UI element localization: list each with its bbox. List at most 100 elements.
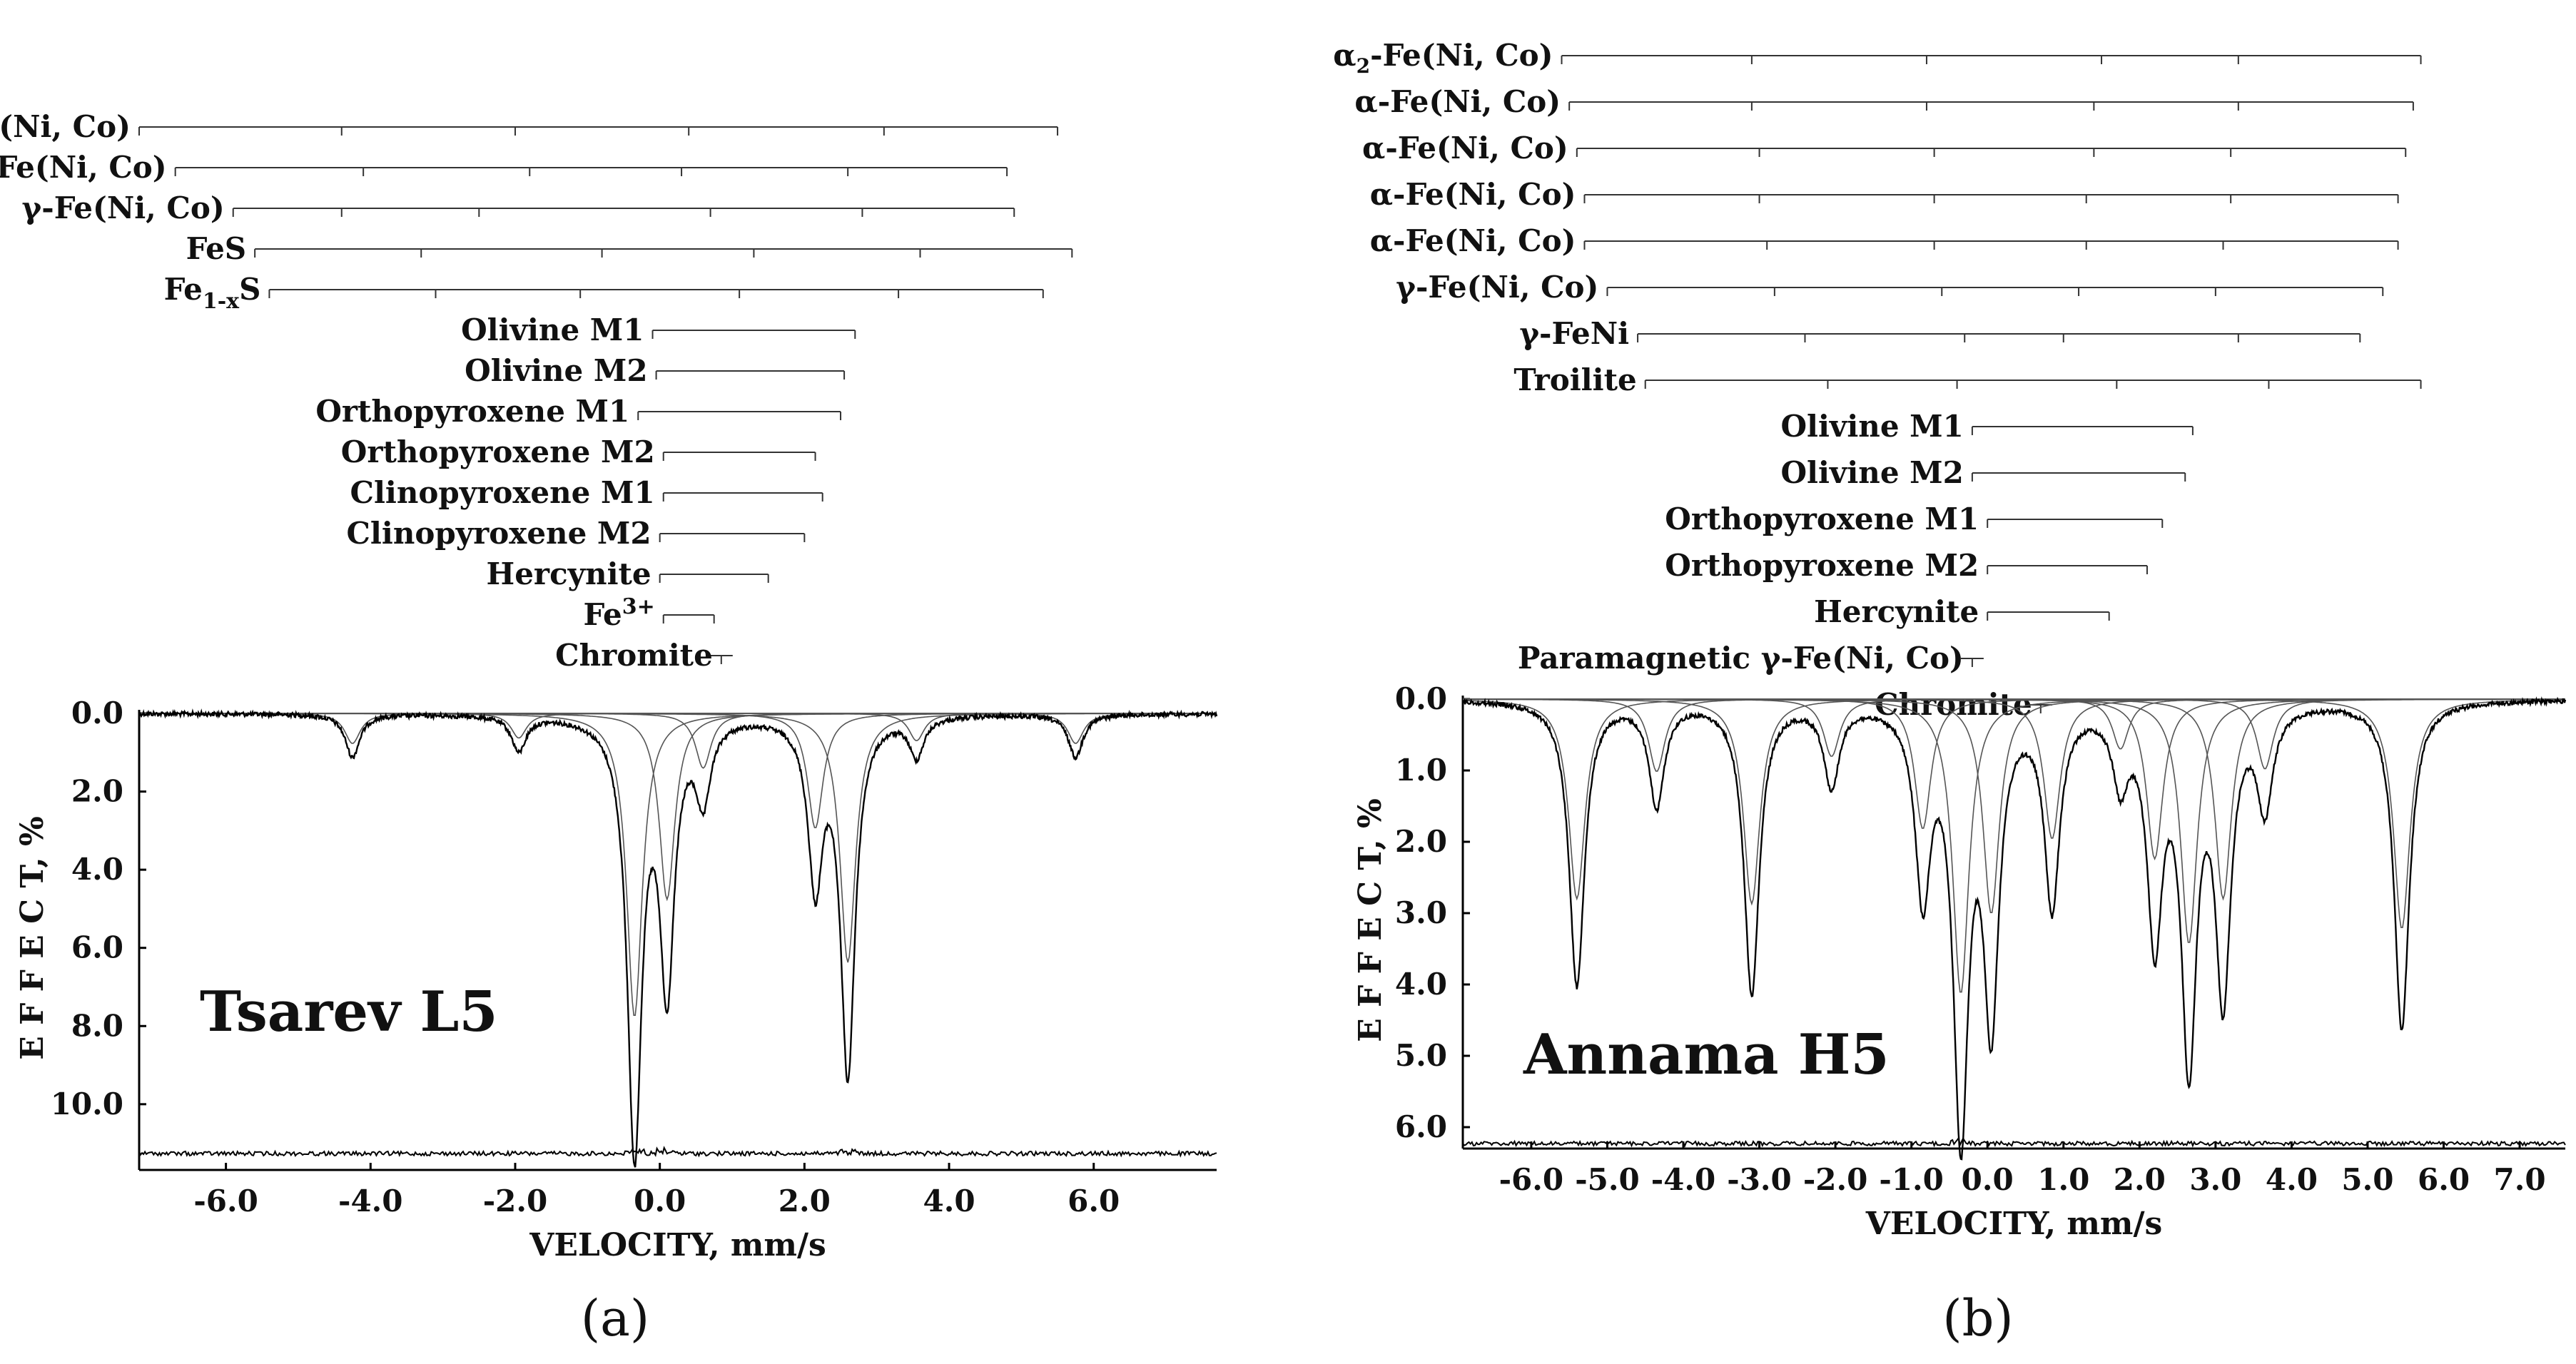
stick-label: Olivine M2 (1780, 455, 1963, 490)
y-tick-label: 2.0 (71, 774, 123, 809)
stick-label: Orthopyroxene M1 (315, 394, 629, 429)
residual-curve (1462, 1136, 2566, 1148)
y-tick-label: 0.0 (71, 696, 123, 731)
stick-label: Paramagnetic γ-Fe(Ni, Co) (1518, 641, 1964, 676)
y-tick-label: 0.0 (1395, 681, 1447, 716)
stick-label: γ-Fe(Ni, Co) (22, 190, 225, 225)
stick-diagram: γ-FeNi (1519, 316, 2361, 351)
x-tick-label: 1.0 (2037, 1162, 2089, 1197)
stick-diagram: γ-Fe(Ni, Co) (1396, 270, 2384, 305)
component-curve (1463, 698, 2565, 928)
stick-diagram: Hercynite (487, 556, 769, 591)
stick-label: α-Fe(Ni, Co) (1370, 177, 1576, 212)
stick-label: Olivine M1 (461, 312, 644, 347)
stick-diagram: α-Fe(Ni, Co) (1370, 177, 2399, 212)
panel-label: (a) (581, 1289, 649, 1348)
stick-diagram: Olivine M1 (461, 312, 856, 347)
stick-diagram: Chromite (1875, 687, 2052, 722)
y-tick-label: 3.0 (1395, 895, 1447, 930)
stick-label: γ-Fe(Ni, Co) (1396, 270, 1598, 305)
stick-diagram: α2-Fe(Ni, Co) (1333, 38, 2422, 78)
stick-label: Chromite (555, 638, 713, 673)
x-axis-title: VELOCITY, mm/s (1865, 1206, 2163, 1242)
y-tick-label: 10.0 (51, 1086, 123, 1121)
y-tick-label: 1.0 (1395, 753, 1447, 788)
component-curve (1463, 698, 2565, 993)
stick-label: α-Fe(Ni, Co) (1362, 131, 1568, 166)
residual-curve (138, 1146, 1217, 1158)
component-curve (139, 713, 1217, 1016)
component-curve (1463, 698, 2565, 861)
x-tick-label: 3.0 (2189, 1162, 2241, 1197)
stick-diagram: Fe1-xS (164, 272, 1044, 314)
spectrum-curve (1462, 696, 2567, 1161)
stick-label: Orthopyroxene M2 (341, 434, 655, 469)
stick-label: Orthopyroxene M1 (1665, 502, 1979, 536)
stick-diagram: Clinopyroxene M1 (350, 475, 823, 510)
stick-diagram: Hercynite (1814, 594, 2110, 629)
stick-diagram: Orthopyroxene M2 (341, 434, 816, 469)
component-curve (1463, 698, 2565, 901)
x-tick-label: -4.0 (338, 1184, 403, 1218)
x-tick-label: 0.0 (1962, 1162, 2014, 1197)
stick-diagram: Orthopyroxene M2 (1665, 548, 2148, 583)
y-tick-label: 6.0 (71, 930, 123, 965)
panel-a: -6.0 -4.0 -2.0 0.0 2.0 4.0 6.0 0.0 2.0 4.0 6.0 8.0 1… (0, 109, 1218, 1348)
stick-label: α-Fe(Ni, Co) (0, 109, 131, 144)
stick-diagram: Chromite (555, 638, 733, 673)
x-tick-label: -5.0 (1575, 1162, 1640, 1197)
sample-title: Annama H5 (1523, 1022, 1890, 1087)
y-tick-label: 8.0 (71, 1008, 123, 1043)
stick-diagram: Orthopyroxene M1 (1665, 502, 2164, 536)
component-curves (1463, 698, 2565, 993)
y-tick-label: 6.0 (1395, 1109, 1447, 1144)
stick-label: Chromite (1875, 687, 2032, 722)
x-tick-label: 2.0 (2114, 1162, 2166, 1197)
stick-diagram: Orthopyroxene M1 (315, 394, 842, 429)
y-tick-label: 5.0 (1395, 1038, 1447, 1073)
x-tick-label: 0.0 (634, 1184, 686, 1218)
y-axis-title: E F F E C T, % (14, 816, 51, 1060)
stick-diagram: Olivine M2 (465, 353, 846, 388)
stick-label: Fe3+ (583, 594, 654, 632)
x-tick-label: 2.0 (779, 1184, 831, 1218)
x-tick-label: -6.0 (193, 1184, 258, 1218)
stick-label: α2-Fe(Ni, Co) (1333, 38, 1553, 78)
stick-label: Hercynite (1814, 594, 1979, 629)
stick-label: α-Fe(Ni, Co) (1354, 84, 1561, 119)
stick-label: Orthopyroxene M2 (1665, 548, 1979, 583)
stick-diagram: α-Fe(Ni, Co) (1354, 84, 2414, 119)
component-curve (139, 713, 1217, 902)
stick-label: Troilite (1513, 362, 1636, 397)
component-curve (1463, 698, 2565, 901)
sample-title: Tsarev L5 (200, 979, 498, 1044)
stick-label: α-Fe(Ni, Co) (1370, 223, 1576, 258)
x-tick-label: -4.0 (1651, 1162, 1716, 1197)
stick-label: FeS (186, 231, 247, 266)
spectrum-curve (138, 708, 1218, 1168)
stick-diagram: Fe3+ (583, 594, 715, 632)
x-tick-label: 7.0 (2494, 1162, 2546, 1197)
stick-diagram: Olivine M1 (1780, 409, 2194, 444)
stick-label: Olivine M1 (1780, 409, 1963, 444)
stick-diagram: FeS (186, 231, 1073, 266)
stick-diagram: Paramagnetic γ-Fe(Ni, Co) (1518, 641, 1984, 676)
x-tick-label: 4.0 (2266, 1162, 2318, 1197)
component-curve (1463, 698, 2565, 913)
stick-diagram: α-Fe(Ni, Co) (0, 109, 1059, 144)
stick-diagram: γ-Fe(Ni, Co) (22, 190, 1015, 225)
y-tick-label: 4.0 (71, 852, 123, 887)
y-axis-title: E F F E C T, % (1352, 798, 1389, 1042)
x-tick-label: 5.0 (2341, 1162, 2393, 1197)
stick-label: Clinopyroxene M2 (346, 516, 651, 551)
component-curves (139, 713, 1217, 1016)
x-tick-label: 4.0 (923, 1184, 975, 1218)
stick-diagram: γ-Fe(Ni, Co) (0, 150, 1008, 185)
stick-label: γ-Fe(Ni, Co) (0, 150, 167, 185)
stick-label: Clinopyroxene M1 (350, 475, 655, 510)
x-tick-label: -2.0 (483, 1184, 548, 1218)
x-tick-label: -1.0 (1879, 1162, 1944, 1197)
panel-label: (b) (1942, 1289, 2013, 1348)
stick-diagram: Troilite (1513, 362, 2422, 397)
panel-b: -6.0 -5.0 -4.0 -3.0 -2.0 -1.0 0.0 1.0 2.0 3.0 4.0 5… (1333, 38, 2567, 1348)
